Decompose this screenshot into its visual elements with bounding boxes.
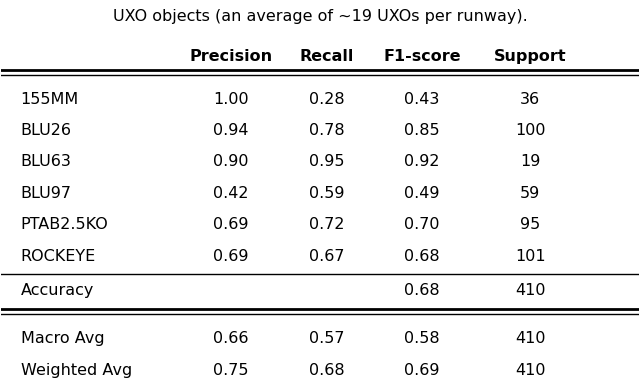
Text: BLU63: BLU63	[20, 154, 72, 169]
Text: 0.58: 0.58	[404, 331, 440, 346]
Text: Precision: Precision	[189, 49, 273, 64]
Text: PTAB2.5KO: PTAB2.5KO	[20, 217, 108, 232]
Text: 0.94: 0.94	[213, 123, 248, 138]
Text: 0.95: 0.95	[308, 154, 344, 169]
Text: 155MM: 155MM	[20, 91, 79, 107]
Text: 0.49: 0.49	[404, 186, 440, 201]
Text: 410: 410	[515, 363, 545, 378]
Text: 0.68: 0.68	[404, 249, 440, 264]
Text: 0.69: 0.69	[213, 217, 248, 232]
Text: BLU97: BLU97	[20, 186, 72, 201]
Text: 0.43: 0.43	[404, 91, 440, 107]
Text: 101: 101	[515, 249, 545, 264]
Text: 0.78: 0.78	[308, 123, 344, 138]
Text: 0.70: 0.70	[404, 217, 440, 232]
Text: 36: 36	[520, 91, 540, 107]
Text: 100: 100	[515, 123, 545, 138]
Text: 0.42: 0.42	[213, 186, 248, 201]
Text: 0.72: 0.72	[308, 217, 344, 232]
Text: 0.92: 0.92	[404, 154, 440, 169]
Text: BLU26: BLU26	[20, 123, 72, 138]
Text: 0.59: 0.59	[308, 186, 344, 201]
Text: Weighted Avg: Weighted Avg	[20, 363, 132, 378]
Text: 0.69: 0.69	[213, 249, 248, 264]
Text: Recall: Recall	[299, 49, 353, 64]
Text: ROCKEYE: ROCKEYE	[20, 249, 96, 264]
Text: 0.57: 0.57	[308, 331, 344, 346]
Text: 0.28: 0.28	[308, 91, 344, 107]
Text: 0.67: 0.67	[308, 249, 344, 264]
Text: UXO objects (an average of ~19 UXOs per runway).: UXO objects (an average of ~19 UXOs per …	[113, 9, 527, 24]
Text: Accuracy: Accuracy	[20, 283, 94, 298]
Text: 0.85: 0.85	[404, 123, 440, 138]
Text: 0.69: 0.69	[404, 363, 440, 378]
Text: 410: 410	[515, 283, 545, 298]
Text: F1-score: F1-score	[383, 49, 461, 64]
Text: 95: 95	[520, 217, 540, 232]
Text: 0.68: 0.68	[308, 363, 344, 378]
Text: 0.68: 0.68	[404, 283, 440, 298]
Text: 19: 19	[520, 154, 540, 169]
Text: 410: 410	[515, 331, 545, 346]
Text: 59: 59	[520, 186, 540, 201]
Text: Support: Support	[494, 49, 566, 64]
Text: 0.90: 0.90	[213, 154, 248, 169]
Text: 0.75: 0.75	[213, 363, 248, 378]
Text: 1.00: 1.00	[213, 91, 248, 107]
Text: 0.66: 0.66	[213, 331, 248, 346]
Text: Macro Avg: Macro Avg	[20, 331, 104, 346]
